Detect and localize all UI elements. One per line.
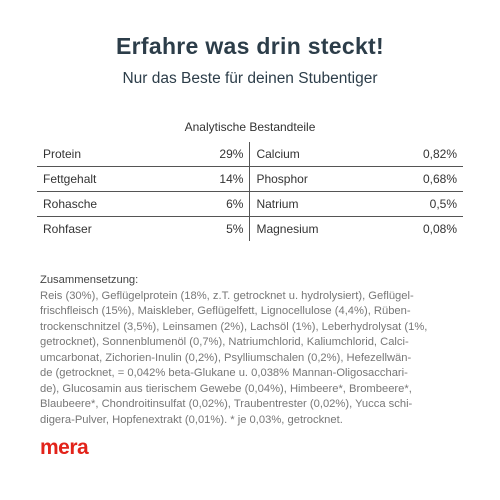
logo: mera [40,436,89,459]
cell-label: Fettgehalt [37,166,192,192]
cell-label: Natrium [249,191,396,217]
cell-value: 0,5% [395,191,463,217]
cell-label: Magnesium [256,222,319,236]
cell-value: 29% [191,142,251,167]
table-title: Analytische Bestandteile [184,120,316,134]
composition-line: Reis (30%), Geflügelprotein (18%, z.T. g… [40,289,414,302]
composition-line: getrocknet), Sonnenblumenöl (0,7%), Natr… [40,336,409,348]
title: Erfahre was drin steckt! [116,33,384,59]
cell-label: Rohasche [37,191,192,217]
cell-value: 6% [191,191,251,217]
composition-line: frischfleisch (15%), Maiskleber, Geflüge… [40,305,411,317]
cell-value: 0,82% [395,142,463,167]
cell-label: Protein [37,142,192,167]
table-row: Rohasche 6% Natrium 0,5% [37,191,463,217]
composition-line: trockenschnitzel (3,5%), Leinsamen (2%),… [40,320,428,333]
composition-line: digera-Pulver, Hopfenextrakt (0,01%). * … [40,413,343,426]
cell-label: Rohfaser [43,222,92,236]
composition-line: de (getrocknet, = 0,042% beta-Glukane u.… [40,367,408,379]
cell-value: 0,68% [395,166,463,192]
composition: Zusammensetzung: Reis (30%), Geflügelpro… [40,273,470,428]
nutrient-table: Protein 29% Calcium 0,82% Fettgehalt 14% Phosp… [37,142,463,241]
cell-label: Phosphor [249,166,396,192]
composition-line: de), Glucosamin aus tierischem Gewebe (0… [40,382,412,395]
composition-heading: Zusammensetzung: [40,274,139,286]
cell-value: 0,08% [422,222,457,236]
table-row: Fettgehalt 14% Phosphor 0,68% [37,166,463,192]
composition-line: Blaubeere*, Chondroitinsulfat (0,02%), T… [40,398,413,410]
subtitle: Nur das Beste für deinen Stubentiger [122,70,378,87]
cell-value: 14% [191,166,251,192]
composition-line: umcarbonat, Zichorien-Inulin (0,2%), Psy… [40,351,412,364]
table-row: Rohfaser 5% Magnesium 0,08% [37,216,463,241]
table-row: Protein 29% Calcium 0,82% [37,142,463,167]
cell-value: 5% [191,216,251,241]
cell-label: Calcium [249,142,396,167]
